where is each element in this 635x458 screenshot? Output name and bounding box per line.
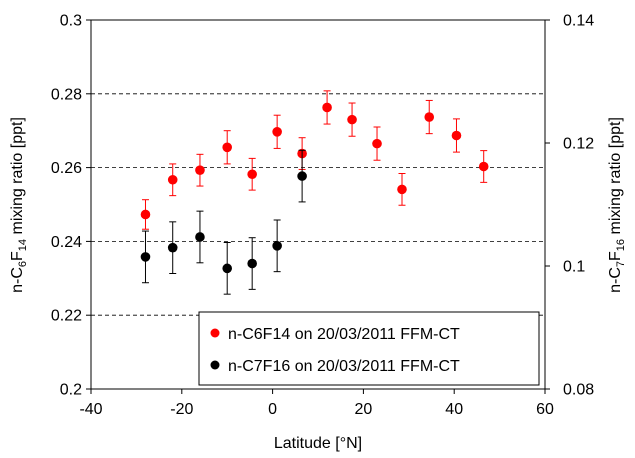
y-right-title-part: n-C [607,267,624,293]
x-tick-label: 40 [445,401,463,418]
data-point [297,171,307,181]
data-point [372,138,382,149]
data-point [272,127,282,137]
x-tick-label: 60 [536,401,554,418]
data-point [247,169,257,180]
data-point [322,102,332,113]
data-series [140,90,489,295]
legend-box [198,311,540,386]
legend: n-C6F14 on 20/03/2011 FFM-CT n-C7F16 on … [198,311,540,386]
y-right-tick-label: 0.1 [563,259,585,276]
legend-label-c6f14: n-C6F14 on 20/03/2011 FFM-CT [228,326,460,343]
y-right-axis-title: n-C7F16 mixing ratio [ppt] [607,117,627,293]
data-point [140,252,151,262]
data-point [222,142,232,153]
data-point [195,232,205,242]
data-point [222,263,232,274]
legend-label-c7f16: n-C7F16 on 20/03/2011 FFM-CT [228,358,460,375]
y-right-axis-ticks: 0.08 0.1 0.12 0.14 [545,13,594,399]
y-left-tick-label: 0.24 [51,234,82,251]
y-right-title-sub2: 16 [615,239,627,251]
y-right-title-part: mixing ratio [ppt] [607,117,624,239]
data-point [347,114,357,125]
legend-marker-c6f14 [210,328,220,338]
y-right-title-part: F [607,251,624,261]
y-left-tick-label: 0.28 [51,86,82,103]
x-axis-title: Latitude [°N] [274,435,362,452]
y-left-title-part: n-C [9,267,26,293]
series-0 [140,90,489,230]
data-point [397,184,407,195]
y-left-title-sub2: 14 [17,239,29,251]
y-right-tick-label: 0.14 [563,13,594,30]
data-point [424,112,435,122]
x-tick-label: -20 [170,401,193,418]
y-right-tick-label: 0.08 [563,382,594,399]
data-point [247,258,257,269]
data-point [167,174,178,185]
legend-marker-c7f16 [210,360,220,370]
x-tick-label: -40 [79,401,102,418]
x-tick-label: 20 [355,401,373,418]
grid-lines [91,93,545,316]
y-left-tick-label: 0.2 [60,382,82,399]
plot-area [90,19,546,390]
data-point [478,161,489,172]
y-left-tick-label: 0.26 [51,160,82,177]
x-axis-ticks: -40 -20 0 20 40 60 [79,389,554,418]
y-left-tick-label: 0.3 [60,13,82,30]
data-point [140,209,151,220]
y-right-title-sub1: 7 [615,261,627,267]
data-point [167,242,178,253]
y-left-title-part: F [9,251,26,261]
series-1 [140,149,307,295]
y-right-tick-label: 0.12 [563,136,594,153]
y-left-axis-ticks: 0.2 0.22 0.24 0.26 0.28 0.3 [51,13,91,399]
x-tick-label: 0 [268,401,277,418]
data-point [451,130,462,141]
y-left-title-part: mixing ratio [ppt] [9,117,26,239]
y-left-tick-label: 0.22 [51,308,82,325]
data-point [195,165,205,175]
data-point [272,241,282,251]
y-left-axis-title: n-C6F14 mixing ratio [ppt] [9,117,29,293]
y-left-title-sub1: 6 [17,261,29,267]
